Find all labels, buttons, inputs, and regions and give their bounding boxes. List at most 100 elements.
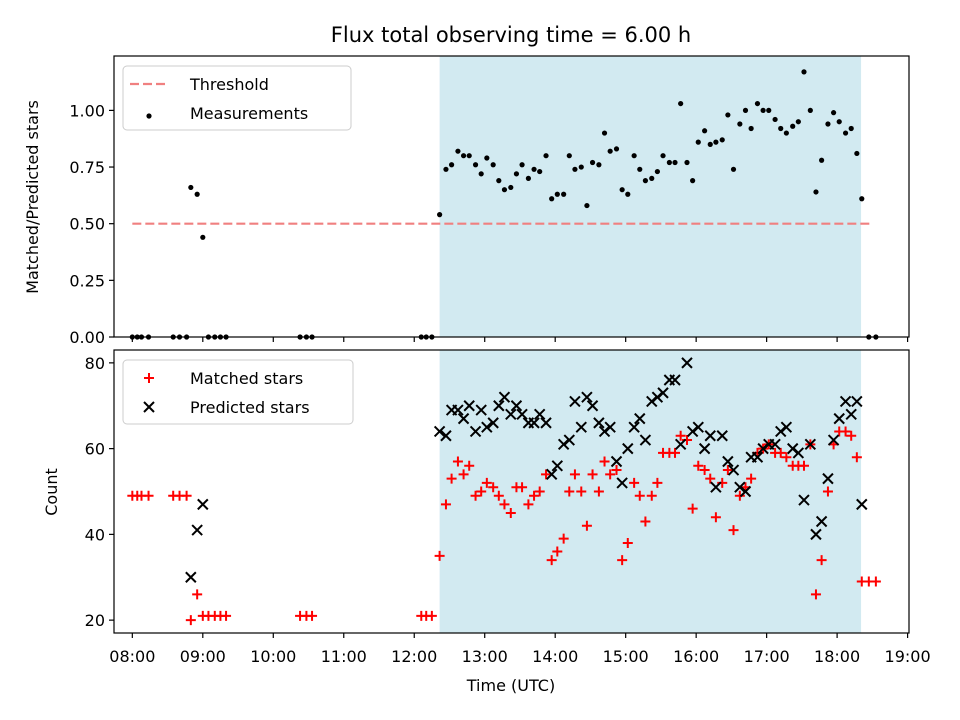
data-point [642, 178, 649, 184]
data-point [854, 150, 860, 157]
data-point [546, 555, 557, 566]
data-point [433, 425, 446, 438]
data-point [810, 528, 822, 541]
data-point [742, 107, 749, 113]
x-tick-label: 17:00 [744, 647, 790, 666]
legend-entry-label: Threshold [189, 75, 269, 94]
data-point [452, 456, 463, 467]
data-point [505, 507, 516, 518]
data-point [807, 107, 813, 113]
series-matched-stars [127, 426, 881, 626]
data-point [516, 408, 528, 421]
data-point [587, 469, 598, 480]
legend-box [122, 359, 354, 425]
x-tick-label: 09:00 [180, 647, 226, 666]
data-point [576, 486, 587, 497]
data-point [499, 499, 510, 510]
data-point [657, 387, 669, 399]
data-point [622, 442, 634, 455]
data-point [558, 533, 569, 544]
data-point [448, 162, 455, 168]
data-point [563, 434, 576, 446]
data-point [490, 162, 496, 168]
data-point [839, 395, 852, 408]
data-point [722, 465, 733, 476]
data-point [616, 477, 628, 489]
data-point [801, 69, 807, 75]
data-point [783, 130, 789, 136]
data-point [870, 576, 881, 587]
data-point [792, 447, 805, 459]
data-point [455, 148, 461, 154]
data-point [798, 460, 809, 471]
data-point [185, 571, 197, 583]
data-point [537, 168, 543, 175]
data-point [825, 121, 831, 127]
data-point [822, 472, 834, 485]
data-point [440, 499, 451, 510]
data-point [185, 615, 196, 626]
observing-window-span [439, 56, 862, 337]
y-tick-label: 1.00 [69, 101, 105, 120]
data-point [605, 469, 616, 480]
legend-x-swatch [143, 401, 155, 413]
x-tick-label: 19:00 [885, 647, 931, 666]
data-point [704, 430, 716, 442]
data-point [531, 166, 537, 172]
data-point [790, 123, 796, 129]
data-point [639, 434, 652, 446]
data-point [604, 421, 616, 433]
data-point [619, 187, 625, 193]
data-point [476, 486, 487, 497]
data-point [859, 196, 865, 202]
data-point [698, 442, 711, 455]
data-point [586, 400, 599, 412]
data-point [443, 166, 449, 172]
data-point [589, 159, 596, 166]
data-point [493, 400, 505, 412]
data-point [628, 421, 640, 433]
data-point [197, 498, 209, 511]
legend: Threshold Measurements [122, 65, 352, 131]
x-tick-label: 13:00 [462, 647, 508, 666]
observing-window-span [439, 350, 862, 633]
data-point [525, 175, 532, 181]
data-point [692, 421, 704, 433]
data-point [611, 465, 622, 476]
data-point [460, 153, 467, 159]
data-point [493, 490, 504, 501]
y-tick-label: 60 [85, 440, 105, 459]
data-point [830, 110, 837, 116]
data-point [528, 417, 540, 429]
data-point [781, 452, 792, 463]
data-point [181, 490, 192, 501]
data-point [566, 153, 572, 159]
data-point [601, 130, 608, 136]
x-tick-label: 11:00 [321, 647, 367, 666]
data-point [510, 400, 523, 412]
data-point [452, 404, 464, 416]
data-point [487, 417, 499, 429]
legend-entry-label: Predicted stars [190, 398, 310, 417]
series-predicted-stars [185, 357, 868, 583]
data-point [746, 473, 757, 484]
top-panel: 0.00 0.25 0.50 0.75 1.00 Threshold Measurement… [69, 55, 910, 347]
data-point [549, 196, 555, 202]
data-point [705, 473, 716, 484]
data-point [780, 421, 793, 433]
data-point [640, 516, 651, 527]
data-point [684, 159, 690, 166]
data-point [188, 184, 194, 191]
data-point [551, 460, 564, 472]
y-tick-label: 80 [85, 354, 105, 373]
data-point [856, 498, 868, 511]
data-point [552, 546, 563, 557]
data-point [754, 100, 761, 107]
data-point [458, 469, 469, 480]
data-point [674, 438, 687, 451]
data-point [545, 468, 558, 481]
data-point [637, 166, 643, 172]
axes-frame [113, 349, 910, 634]
data-point [737, 121, 743, 127]
y-tick-label: 0.00 [69, 328, 105, 347]
